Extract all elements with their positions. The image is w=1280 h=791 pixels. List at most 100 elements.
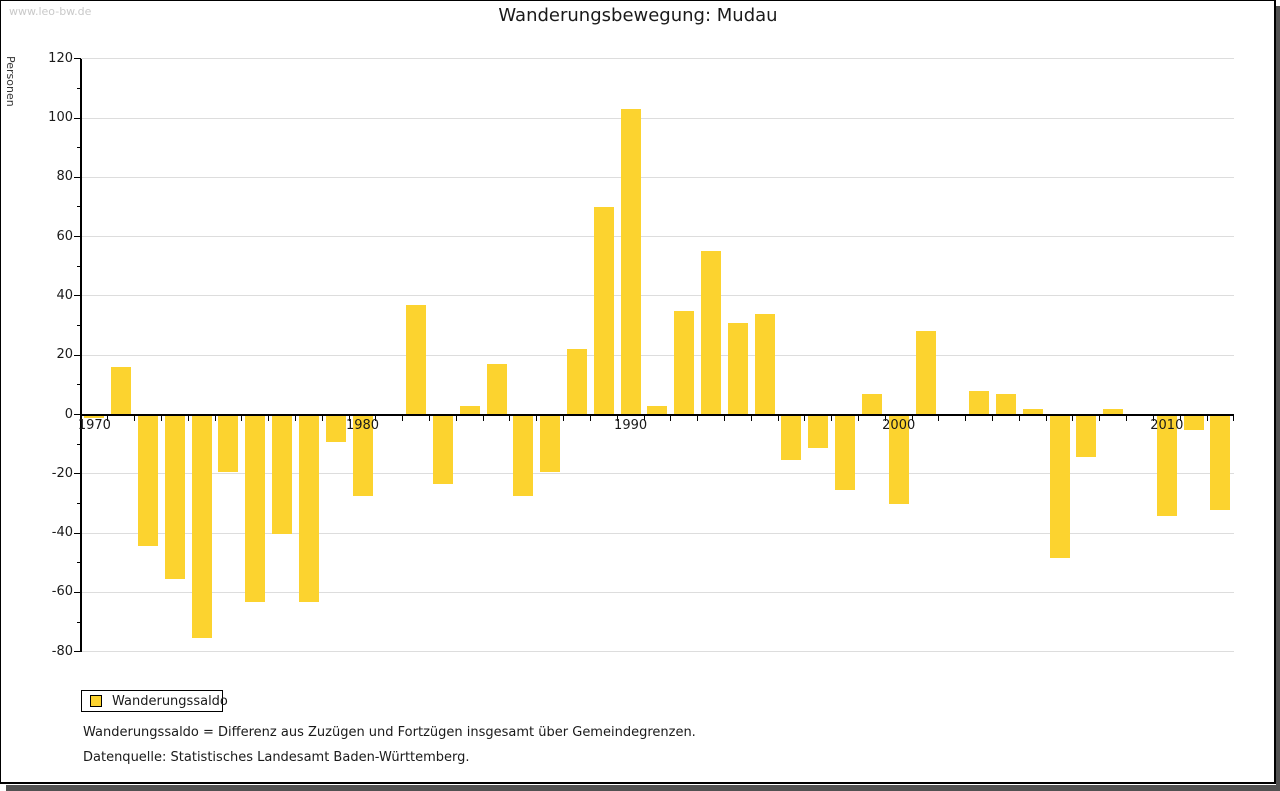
gridline--60 [81, 591, 1234, 593]
bar-2004 [995, 393, 1016, 415]
x-tick-16 [509, 415, 511, 421]
x-tick-22 [670, 415, 672, 421]
bar-1993 [701, 251, 722, 415]
bar-2008 [1103, 408, 1124, 415]
watermark: www.leo-bw.de [9, 5, 92, 18]
gridline-40 [81, 295, 1234, 297]
x-tick-label-1970: 1970 [77, 417, 111, 433]
x-tick-11 [375, 415, 377, 421]
x-tick-38 [1099, 415, 1101, 421]
x-tick-17 [536, 415, 538, 421]
x-tick-42 [1206, 415, 1208, 421]
y-tick-label--80: -80 [51, 643, 73, 659]
bar-2005 [1022, 408, 1043, 415]
gridline-120 [81, 58, 1234, 60]
y-tick-label-20: 20 [56, 347, 73, 363]
bar-1977 [272, 415, 293, 535]
bar-1978 [298, 415, 319, 603]
bar-2003 [969, 390, 990, 415]
bar-1979 [325, 415, 346, 443]
bar-2010 [1156, 415, 1177, 517]
y-minor-tick-50 [77, 265, 81, 267]
bar-1998 [835, 415, 856, 490]
x-tick-14 [455, 415, 457, 421]
y-axis-line [80, 58, 82, 652]
x-tick-21 [643, 415, 645, 421]
x-tick-30 [884, 415, 886, 421]
x-tick-4 [187, 415, 189, 421]
bar-1982 [406, 304, 427, 415]
x-tick-12 [402, 415, 404, 421]
y-major-tick--20 [74, 473, 81, 475]
x-tick-29 [857, 415, 859, 421]
x-tick-20 [616, 415, 618, 421]
legend-swatch-icon [90, 695, 102, 707]
x-tick-43 [1233, 415, 1235, 421]
gridline--20 [81, 473, 1234, 475]
x-tick-25 [750, 415, 752, 421]
x-tick-26 [777, 415, 779, 421]
y-major-tick-100 [74, 117, 81, 119]
y-tick-label-60: 60 [56, 228, 73, 244]
x-tick-7 [268, 415, 270, 421]
bar-1990 [620, 109, 641, 415]
bar-1986 [513, 415, 534, 496]
bar-1972 [138, 415, 159, 546]
footnote-source: Datenquelle: Statistisches Landesamt Bad… [83, 750, 470, 765]
y-tick-label-80: 80 [56, 169, 73, 185]
bar-1976 [245, 415, 266, 603]
x-axis-line [81, 413, 1234, 416]
y-tick-label--20: -20 [51, 465, 73, 481]
x-tick-36 [1045, 415, 1047, 421]
y-major-tick-20 [74, 354, 81, 356]
footnote-definition: Wanderungssaldo = Differenz aus Zuzügen … [83, 725, 696, 740]
bar-1985 [486, 364, 507, 415]
bar-1989 [593, 206, 614, 415]
plot-area: -80 -60 -40 -20 0 20 40 60 80 100 120 1970 1980 1990 2… [1, 1, 1275, 681]
y-tick-label-40: 40 [56, 287, 73, 303]
bar-1970 [84, 415, 105, 419]
bar-1995 [754, 313, 775, 415]
y-major-tick-60 [74, 236, 81, 238]
x-tick-5 [214, 415, 216, 421]
x-tick-40 [1152, 415, 1154, 421]
bar-2011 [1183, 415, 1204, 431]
legend: Wanderungssaldo [81, 690, 228, 712]
gridline-60 [81, 236, 1234, 238]
y-major-tick--60 [74, 591, 81, 593]
y-minor-tick-110 [77, 87, 81, 89]
gridline-100 [81, 117, 1234, 119]
x-tick-label-1980: 1980 [345, 417, 380, 433]
bar-1988 [566, 349, 587, 415]
bar-1975 [218, 415, 239, 472]
bar-1994 [727, 322, 748, 415]
gridline-80 [81, 176, 1234, 178]
chart-title: Wanderungsbewegung: Mudau [498, 5, 778, 26]
x-tick-28 [831, 415, 833, 421]
x-tick-33 [965, 415, 967, 421]
y-tick-label-120: 120 [48, 50, 73, 66]
y-tick-label--40: -40 [51, 525, 73, 541]
y-axis-title: Personen [4, 56, 17, 107]
x-tick-37 [1072, 415, 1074, 421]
gridline-20 [81, 354, 1234, 356]
x-tick-10 [348, 415, 350, 421]
bar-1983 [432, 415, 453, 484]
x-tick-32 [938, 415, 940, 421]
y-minor-tick-30 [77, 325, 81, 327]
x-tick-13 [429, 415, 431, 421]
x-tick-31 [911, 415, 913, 421]
bar-1973 [164, 415, 185, 579]
bar-1997 [808, 415, 829, 449]
frame-shadow-right [1276, 6, 1280, 791]
bar-2006 [1049, 415, 1070, 558]
bar-1996 [781, 415, 802, 460]
x-tick-34 [992, 415, 994, 421]
y-major-tick--40 [74, 532, 81, 534]
x-tick-23 [697, 415, 699, 421]
x-tick-41 [1179, 415, 1181, 421]
y-minor-tick-10 [77, 384, 81, 386]
x-tick-3 [160, 415, 162, 421]
x-tick-35 [1018, 415, 1020, 421]
